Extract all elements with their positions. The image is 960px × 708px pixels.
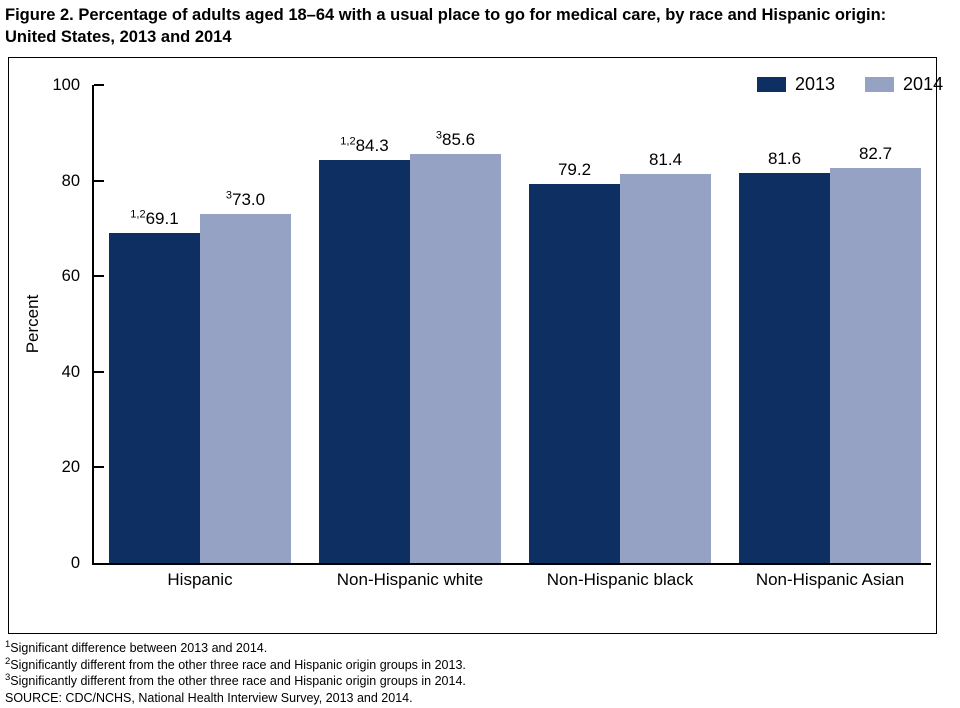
footnote-superscript: 2	[5, 655, 11, 667]
bar-value-label: 373.0	[225, 189, 266, 210]
y-axis-tick-mark	[94, 275, 104, 278]
value-superscript: 3	[225, 189, 233, 202]
footnote-line: 3Significantly different from the other …	[5, 671, 466, 688]
bar-value-label: 82.7	[858, 143, 893, 163]
y-axis-tick-label: 80	[61, 171, 80, 190]
footnotes: 1Significant difference between 2013 and…	[5, 640, 466, 706]
bar-2013-non-hispanic-black	[529, 184, 620, 563]
y-axis-tick-label: 20	[61, 458, 80, 477]
legend-swatch-2013	[757, 77, 786, 92]
legend-swatch-2014	[865, 77, 895, 92]
bar-2014-non-hispanic-asian	[830, 167, 921, 563]
value-superscript: 1,2	[130, 208, 146, 221]
x-category-label: Non-Hispanic black	[546, 570, 694, 589]
legend-label-2013: 2013	[795, 74, 836, 94]
footnote-line: 2Significantly different from the other …	[5, 655, 466, 672]
y-axis-title: Percent	[23, 294, 42, 354]
y-axis-tick-label: 40	[61, 362, 80, 381]
value-superscript: 1,2	[340, 135, 356, 148]
bar-2014-non-hispanic-black	[620, 173, 711, 563]
bar-2013-non-hispanic-asian	[739, 172, 830, 563]
figure-title-line1: Figure 2. Percentage of adults aged 18–6…	[5, 6, 887, 24]
bar-2013-hispanic	[109, 232, 200, 563]
y-axis-tick-label: 100	[52, 76, 80, 94]
bar-value-label: 81.6	[767, 148, 802, 168]
figure-title-line2: United States, 2013 and 2014	[5, 28, 232, 46]
y-axis-tick-mark	[94, 466, 104, 469]
legend-label-2014: 2014	[903, 74, 944, 94]
bar-value-label: 385.6	[435, 129, 476, 149]
bar-value-label: 79.2	[557, 160, 592, 180]
bar-2013-non-hispanic-white	[319, 160, 410, 563]
y-axis-tick-mark	[94, 370, 104, 373]
bar-2014-non-hispanic-white	[410, 153, 501, 563]
footnote-line: 1Significant difference between 2013 and…	[5, 638, 268, 655]
legend: 2013 2014	[757, 74, 943, 95]
y-axis-tick-label: 60	[61, 267, 80, 286]
y-axis-tick-mark	[94, 84, 104, 86]
y-axis-line	[92, 85, 94, 565]
footnote-superscript: 3	[5, 671, 11, 683]
x-category-label: Non-Hispanic Asian	[755, 570, 905, 589]
x-category-label: Hispanic	[167, 570, 233, 589]
y-axis-tick-mark	[94, 179, 104, 182]
value-superscript: 3	[435, 129, 443, 142]
bar-value-label: 1,269.1	[130, 208, 179, 228]
footnote-line: SOURCE: CDC/NCHS, National Health Interv…	[5, 690, 413, 705]
x-axis-line	[92, 563, 931, 565]
bar-value-label: 81.4	[648, 149, 683, 169]
bar-2014-hispanic	[200, 214, 291, 563]
x-category-label: Non-Hispanic white	[336, 570, 484, 589]
y-axis-tick-label: 0	[70, 554, 80, 572]
figure-title: Figure 2. Percentage of adults aged 18–6…	[5, 4, 955, 48]
footnote-superscript: 1	[5, 638, 11, 650]
bar-value-label: 1,284.3	[340, 135, 389, 156]
